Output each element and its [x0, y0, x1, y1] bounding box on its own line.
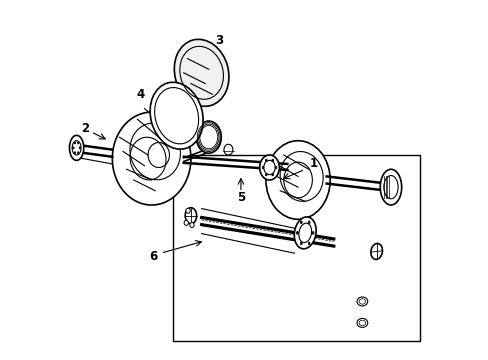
Ellipse shape	[300, 242, 302, 245]
Ellipse shape	[262, 166, 264, 169]
FancyBboxPatch shape	[173, 155, 419, 341]
Ellipse shape	[174, 39, 228, 106]
Ellipse shape	[184, 220, 188, 225]
Ellipse shape	[196, 121, 221, 153]
Text: 6: 6	[149, 250, 157, 263]
Ellipse shape	[307, 221, 309, 224]
Ellipse shape	[224, 144, 232, 155]
Ellipse shape	[150, 82, 203, 149]
Ellipse shape	[274, 166, 276, 169]
Ellipse shape	[185, 208, 196, 224]
Text: 1: 1	[309, 157, 318, 170]
Ellipse shape	[74, 152, 76, 154]
Ellipse shape	[370, 243, 382, 260]
Text: 2: 2	[81, 122, 89, 135]
Ellipse shape	[265, 174, 266, 176]
Ellipse shape	[259, 155, 279, 180]
Ellipse shape	[300, 221, 302, 224]
Ellipse shape	[265, 159, 266, 162]
Text: 3: 3	[215, 34, 223, 47]
Text: 4: 4	[137, 88, 145, 101]
Ellipse shape	[69, 135, 83, 160]
Ellipse shape	[185, 208, 190, 213]
Ellipse shape	[112, 112, 190, 205]
Ellipse shape	[271, 174, 273, 176]
Ellipse shape	[380, 169, 401, 205]
Ellipse shape	[307, 242, 309, 245]
Ellipse shape	[356, 319, 367, 327]
Ellipse shape	[296, 231, 298, 234]
Text: 5: 5	[236, 192, 244, 204]
Ellipse shape	[265, 141, 329, 219]
Ellipse shape	[74, 142, 76, 144]
Ellipse shape	[189, 222, 194, 228]
Ellipse shape	[294, 217, 316, 249]
Ellipse shape	[77, 152, 79, 154]
Ellipse shape	[356, 297, 367, 306]
Ellipse shape	[271, 159, 273, 162]
Ellipse shape	[311, 231, 313, 234]
Ellipse shape	[77, 142, 79, 144]
Ellipse shape	[73, 147, 74, 149]
Ellipse shape	[79, 147, 81, 149]
